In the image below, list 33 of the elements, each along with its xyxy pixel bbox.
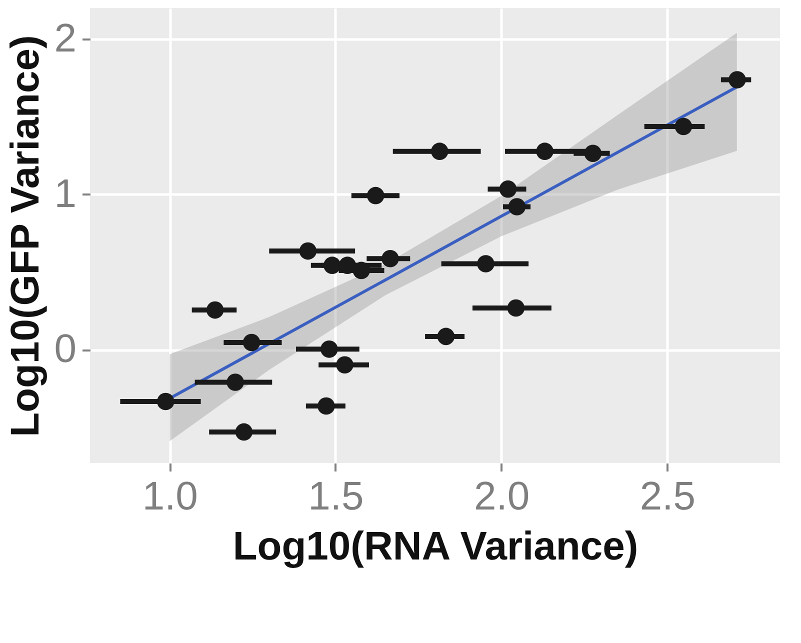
point [299,242,317,260]
point [352,262,370,280]
point [366,186,384,204]
x-tick-label: 2.5 [640,474,696,518]
x-tick-label: 2.0 [474,474,530,518]
x-axis-title: Log10(RNA Variance) [232,524,638,568]
x-tick-label: 1.0 [142,474,198,518]
y-axis-title: Log10(GFP Variance) [3,35,48,437]
point [320,340,338,358]
point [338,256,356,274]
point [206,301,224,319]
point [507,299,525,317]
point [324,256,341,274]
point [235,423,253,441]
point [226,374,244,391]
point [499,180,517,198]
point [508,198,526,216]
point [382,250,399,268]
point [584,144,602,162]
y-tick-label: 2 [54,16,76,61]
point [477,255,494,272]
point [674,118,692,136]
y-tick-label: 0 [54,327,76,372]
point [430,142,448,160]
point [437,328,455,346]
point [336,356,354,374]
point [728,71,746,88]
point [242,334,260,352]
x-tick-label: 1.5 [308,474,364,518]
point [156,392,174,410]
point [536,142,554,160]
y-tick-label: 1 [54,172,76,216]
point [318,397,335,415]
